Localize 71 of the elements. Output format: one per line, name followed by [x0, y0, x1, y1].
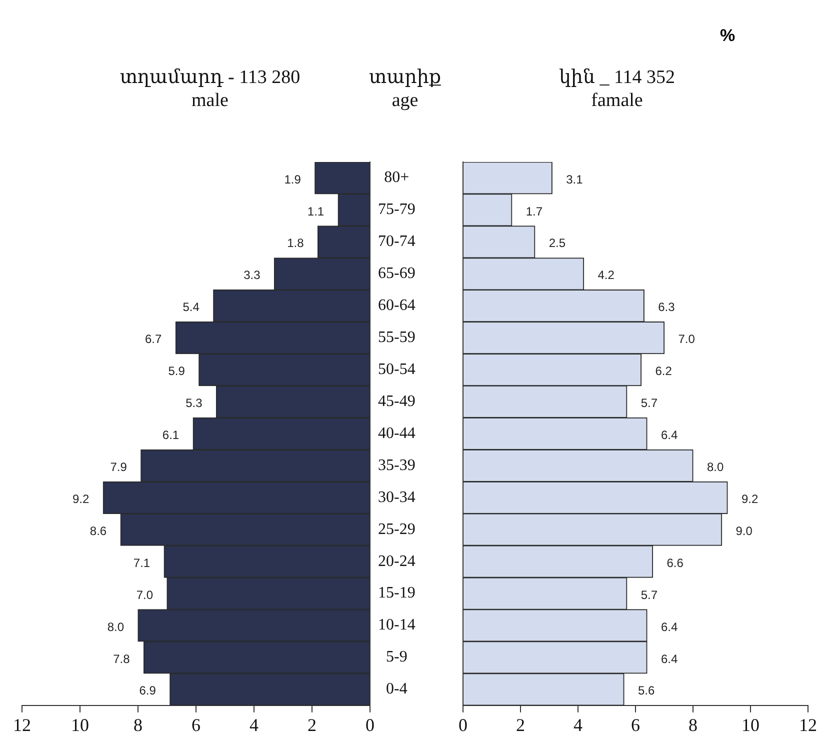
y-axis-title: տարիք age: [368, 67, 442, 111]
data-label: 7.0: [678, 332, 696, 346]
data-label: 7.9: [110, 460, 128, 474]
y-tick-label: 0-4: [386, 680, 408, 698]
data-label: 8.0: [707, 460, 724, 474]
data-label: 1.1: [307, 204, 324, 218]
data-label: 6.4: [661, 428, 678, 442]
x-tick-label: 10: [742, 714, 760, 735]
data-label: 7.0: [136, 588, 154, 602]
data-label: 8.0: [107, 620, 124, 634]
data-label: 5.6: [638, 684, 656, 698]
data-label: 1.9: [284, 172, 302, 186]
x-tick-label: 0: [458, 714, 468, 735]
chart-subtitle: famale: [590, 89, 644, 112]
data-label: 9.2: [742, 492, 759, 506]
x-tick-label: 2: [516, 714, 525, 735]
data-label: 2.5: [548, 236, 566, 250]
chart-subtitle: male: [190, 89, 230, 112]
data-label: 6.4: [661, 652, 678, 666]
x-tick-label: 8: [688, 714, 698, 735]
y-tick-label: 60-64: [378, 297, 416, 314]
x-tick-label: 4: [574, 714, 582, 735]
data-label: 9.2: [72, 492, 90, 506]
data-label: 7.1: [133, 556, 150, 570]
data-label: 3.3: [244, 268, 261, 282]
y-tick-label: 65-69: [378, 265, 416, 282]
data-label: 6.2: [655, 364, 672, 378]
x-tick-label: 2: [308, 714, 316, 735]
x-tick-label: 6: [631, 714, 640, 735]
data-label: 6.9: [139, 684, 156, 698]
chart-title: տղամարդ - 113 280: [118, 66, 302, 89]
y-tick-label: 40-44: [378, 424, 416, 442]
y-tick-label: 45-49: [378, 392, 416, 410]
data-label: 6.1: [162, 428, 180, 442]
data-label: 5.9: [168, 364, 186, 378]
data-label: 5.4: [182, 300, 200, 314]
data-label: 6.3: [658, 300, 676, 314]
x-tick-label: 12: [13, 714, 31, 735]
y-tick-label: 20-24: [378, 552, 416, 570]
y-tick-label: 30-34: [378, 488, 416, 506]
data-label: 4.2: [598, 268, 615, 282]
y-tick-label: 55-59: [378, 329, 416, 346]
x-tick-label: 8: [134, 714, 142, 735]
y-tick-label: 25-29: [378, 520, 416, 538]
y-tick-label: 10-14: [378, 616, 416, 634]
data-label: 3.1: [566, 172, 584, 186]
data-label: 5.3: [186, 396, 203, 410]
data-label: 6.7: [145, 332, 162, 346]
data-label: 1.8: [287, 236, 304, 250]
data-label: 8.6: [90, 524, 107, 538]
x-tick-label: 12: [799, 714, 817, 735]
x-tick-label: 4: [250, 714, 258, 735]
y-tick-label: 5-9: [386, 648, 408, 666]
data-label: 5.7: [640, 396, 658, 410]
text: %: [720, 26, 736, 46]
data-label: 7.8: [113, 652, 130, 666]
data-label: 1.7: [526, 204, 543, 218]
data-label: 6.4: [661, 620, 678, 634]
y-tick-label: 80+: [384, 169, 410, 186]
y-tick-label: 15-19: [378, 584, 416, 602]
x-tick-label: 0: [366, 714, 374, 735]
y-tick-label: 75-79: [378, 201, 416, 218]
y-tick-label: 50-54: [378, 360, 416, 378]
data-label: 5.7: [640, 588, 658, 602]
data-label: 9.0: [736, 524, 753, 538]
x-tick-label: 6: [192, 714, 200, 735]
chart-title: կին _ 114 352: [558, 66, 676, 89]
y-tick-label: 70-74: [378, 233, 416, 250]
y-tick-label: 35-39: [378, 456, 416, 474]
data-label: 6.6: [666, 556, 684, 570]
x-tick-label: 10: [71, 714, 89, 735]
